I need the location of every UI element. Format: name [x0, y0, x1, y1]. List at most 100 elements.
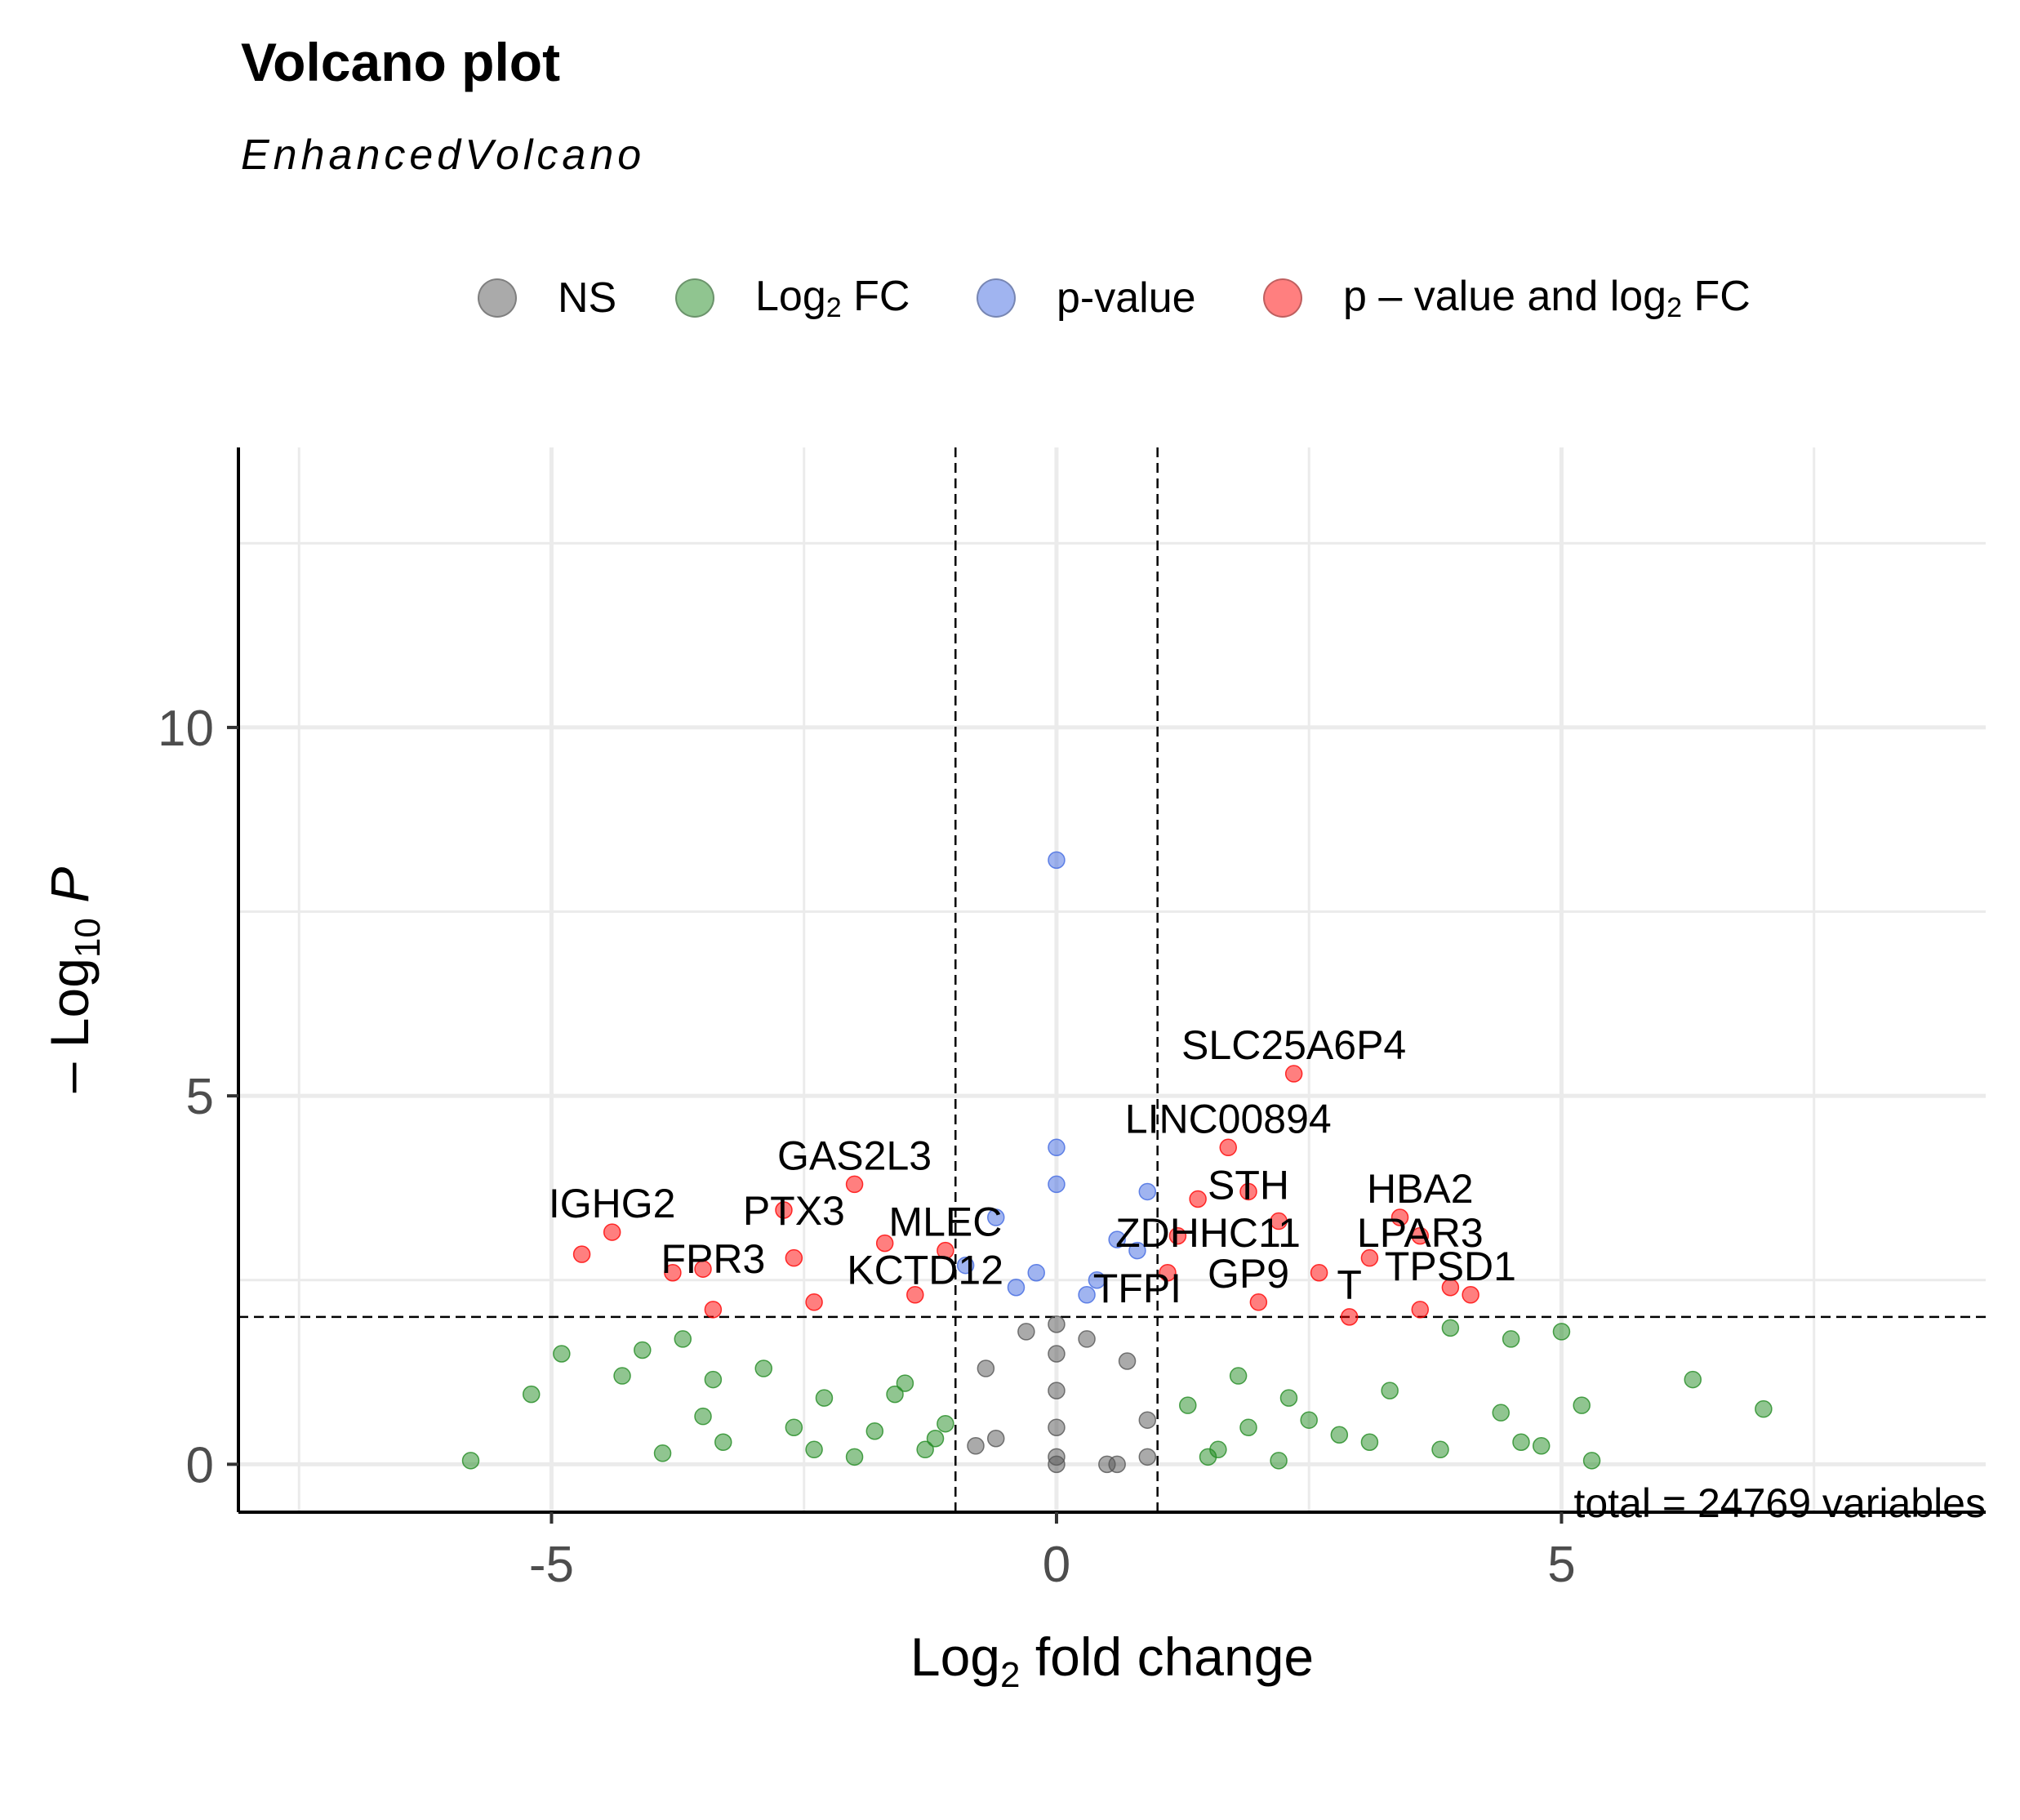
data-point — [1017, 1323, 1035, 1341]
data-point — [1048, 1175, 1066, 1194]
legend-swatch-pvalue — [977, 278, 1016, 318]
legend-item-pvalue-and-log2fc: p – value and log2 FC — [1263, 265, 1751, 331]
data-point — [694, 1407, 712, 1426]
data-point — [1390, 1208, 1409, 1226]
legend-swatch-log2fc — [675, 278, 714, 318]
data-point — [1219, 1138, 1238, 1157]
data-point — [1179, 1396, 1197, 1414]
legend-label-pvalue-and-log2fc: p – value and log2 FC — [1343, 273, 1751, 323]
data-point — [1189, 1190, 1207, 1208]
data-point — [906, 1286, 924, 1304]
gene-label: ZDHHC11 — [1115, 1210, 1301, 1256]
gene-label: FPR3 — [661, 1236, 765, 1282]
gene-label: STH — [1208, 1163, 1289, 1208]
data-point — [1755, 1399, 1773, 1418]
data-point — [1048, 1455, 1066, 1474]
data-point — [1249, 1293, 1268, 1311]
data-point — [704, 1370, 723, 1389]
data-point — [916, 1440, 934, 1459]
data-point — [1159, 1263, 1177, 1282]
legend-label-pvalue: p-value — [1057, 274, 1196, 322]
data-point — [845, 1175, 864, 1194]
gene-label: HBA2 — [1367, 1166, 1474, 1212]
data-point — [896, 1374, 914, 1392]
data-point — [1300, 1411, 1318, 1429]
data-point — [845, 1448, 864, 1466]
data-point — [553, 1345, 571, 1363]
data-point — [926, 1430, 945, 1448]
data-point — [1441, 1319, 1460, 1337]
data-point — [1284, 1065, 1303, 1083]
data-point — [1330, 1426, 1349, 1444]
data-point — [1048, 1418, 1066, 1436]
data-point — [634, 1341, 652, 1359]
data-point — [775, 1201, 793, 1219]
data-point — [1229, 1367, 1248, 1385]
data-point — [1310, 1263, 1328, 1282]
data-point — [1532, 1437, 1551, 1455]
y-tick-label: 10 — [158, 701, 214, 757]
y-tick-label: 5 — [186, 1069, 214, 1125]
data-point — [1078, 1286, 1096, 1304]
data-point — [1108, 1455, 1126, 1474]
data-point — [865, 1422, 884, 1440]
data-point — [785, 1418, 803, 1436]
data-point — [1108, 1230, 1126, 1248]
data-point — [1492, 1404, 1510, 1422]
data-point — [1088, 1270, 1106, 1289]
legend-item-pvalue: p-value — [977, 265, 1196, 331]
grid-lines — [238, 447, 1986, 1512]
total-caption: total = 24769 variables — [1573, 1480, 1986, 1526]
data-point — [1078, 1330, 1096, 1348]
data-point — [1582, 1452, 1601, 1470]
data-point — [1573, 1396, 1591, 1414]
data-point — [1239, 1182, 1257, 1201]
data-point — [1048, 1315, 1066, 1333]
data-point — [1128, 1241, 1146, 1260]
data-point — [1411, 1301, 1430, 1319]
threshold-lines — [238, 447, 1986, 1512]
data-point — [1048, 851, 1066, 870]
data-point — [613, 1367, 631, 1385]
data-point — [1552, 1323, 1571, 1341]
gene-label: SLC25A6P4 — [1181, 1022, 1406, 1068]
x-tick-label: -5 — [529, 1537, 574, 1593]
data-point — [1360, 1433, 1379, 1452]
data-point — [1431, 1440, 1449, 1459]
data-point — [1048, 1138, 1066, 1157]
data-point — [1199, 1448, 1217, 1466]
data-point — [714, 1433, 732, 1452]
gene-label: KCTD12 — [847, 1247, 1003, 1293]
data-point — [754, 1359, 772, 1377]
data-point — [694, 1260, 712, 1278]
y-axis-title: – Log10 P — [39, 867, 108, 1093]
data-point — [967, 1437, 985, 1455]
data-point — [1502, 1330, 1520, 1348]
data-point — [1138, 1448, 1157, 1466]
gene-label: GAS2L3 — [777, 1132, 932, 1178]
gene-label: TPSD1 — [1385, 1244, 1516, 1289]
gene-label: GP9 — [1208, 1251, 1289, 1297]
data-point — [1411, 1226, 1430, 1245]
gene-label: IGHG2 — [549, 1181, 676, 1226]
y-tick-label: 0 — [186, 1437, 214, 1493]
data-point — [1138, 1411, 1157, 1429]
data-point — [977, 1359, 995, 1377]
axes: -5 0 5 0 5 10 Log2 fold change – Log10 P — [39, 447, 1986, 1695]
data-point — [1270, 1452, 1288, 1470]
gene-label: TFPI — [1093, 1266, 1181, 1311]
legend-swatch-pvalue-and-log2fc — [1263, 278, 1302, 318]
data-point — [815, 1389, 834, 1407]
data-point — [956, 1256, 975, 1275]
data-point — [674, 1330, 692, 1348]
data-point — [875, 1234, 894, 1253]
data-point — [1381, 1382, 1399, 1399]
data-point — [572, 1245, 591, 1263]
data-point — [1462, 1286, 1479, 1304]
data-point — [653, 1444, 672, 1462]
data-point — [1340, 1308, 1359, 1326]
data-point — [1138, 1182, 1157, 1201]
data-point — [1027, 1263, 1045, 1282]
